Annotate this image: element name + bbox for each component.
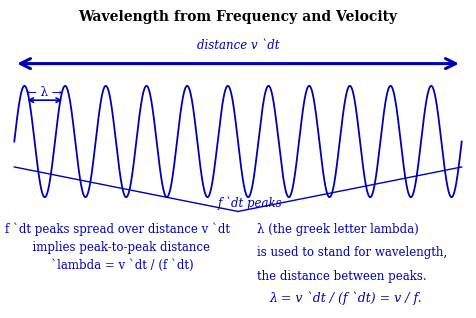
Text: the distance between peaks.: the distance between peaks. (257, 270, 426, 283)
Text: is used to stand for wavelength,: is used to stand for wavelength, (257, 246, 447, 259)
Text: f `dt peaks: f `dt peaks (218, 197, 282, 210)
Text: Wavelength from Frequency and Velocity: Wavelength from Frequency and Velocity (79, 10, 397, 24)
Text: λ = v `dt / (f `dt) = v / f.: λ = v `dt / (f `dt) = v / f. (269, 292, 422, 305)
Text: ← λ →: ← λ → (28, 86, 62, 99)
Text: λ (the greek letter lambda): λ (the greek letter lambda) (257, 223, 419, 236)
Text: distance v `dt: distance v `dt (197, 39, 279, 52)
Text: f `dt peaks spread over distance v `dt
  implies peak-to-peak distance
   `lambd: f `dt peaks spread over distance v `dt i… (5, 223, 230, 272)
